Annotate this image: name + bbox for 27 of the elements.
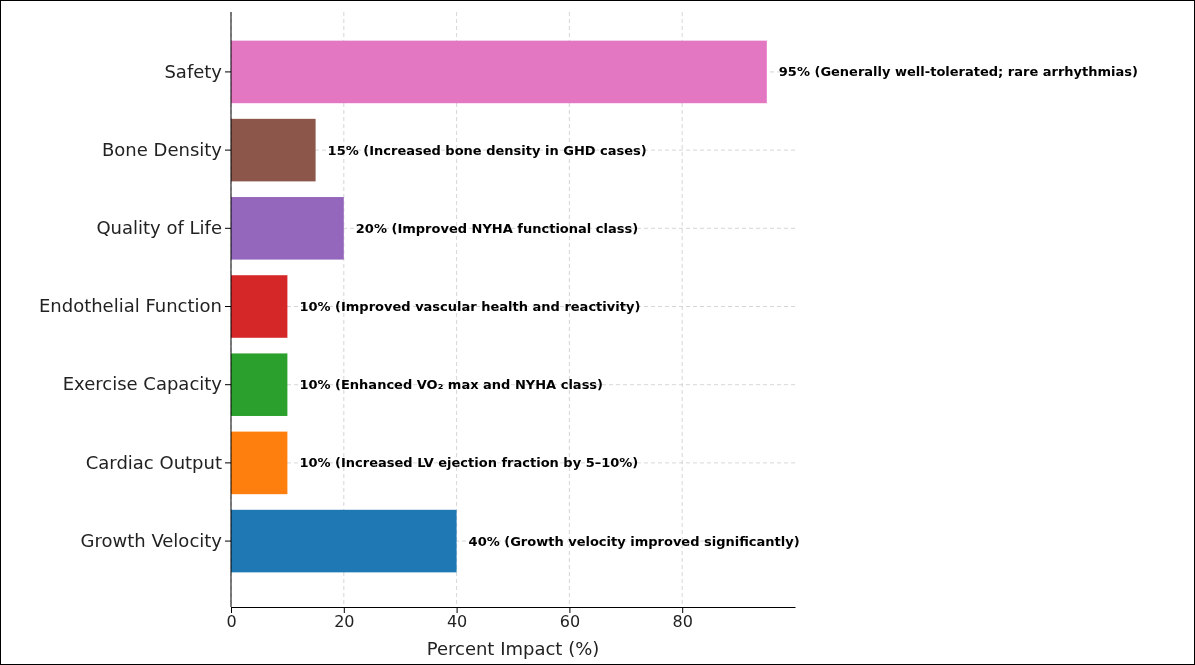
- y-tick-label: Exercise Capacity: [62, 373, 223, 395]
- y-tick-label: Safety: [164, 60, 223, 82]
- data-label: 40% (Growth velocity improved significantly): [468, 533, 800, 549]
- y-tick-label: Endothelial Function: [38, 295, 222, 317]
- bar: [231, 197, 344, 260]
- bar: [231, 509, 457, 573]
- bar: [231, 275, 288, 338]
- y-tick-label: Growth Velocity: [80, 529, 223, 551]
- data-label: 20% (Improved NYHA functional class): [355, 220, 639, 236]
- x-tick-label: 60: [559, 612, 581, 632]
- bar: [231, 353, 288, 416]
- x-tick-label: 80: [672, 612, 693, 632]
- x-tick-label: 40: [446, 612, 468, 632]
- y-tick-label: Quality of Life: [96, 217, 222, 239]
- data-label: 95% (Generally well-tolerated; rare arrhythmias): [778, 64, 1139, 80]
- x-tick-label: 0: [226, 612, 237, 632]
- bar: [231, 431, 288, 495]
- x-tick-label: 20: [334, 612, 355, 632]
- y-tick-label: Cardiac Output: [85, 451, 222, 473]
- data-label: 10% (Increased LV ejection fraction by 5–10%): [299, 455, 639, 471]
- data-label: 15% (Increased bone density in GHD cases): [327, 142, 647, 158]
- x-axis-title: Percent Impact (%): [426, 638, 600, 659]
- data-label: 10% (Enhanced VO₂ max and NYHA class): [299, 377, 604, 393]
- data-label: 10% (Improved vascular health and reactivity): [299, 299, 641, 315]
- bar: [231, 118, 316, 182]
- y-tick-label: Bone Density: [102, 138, 223, 160]
- bar: [231, 40, 767, 104]
